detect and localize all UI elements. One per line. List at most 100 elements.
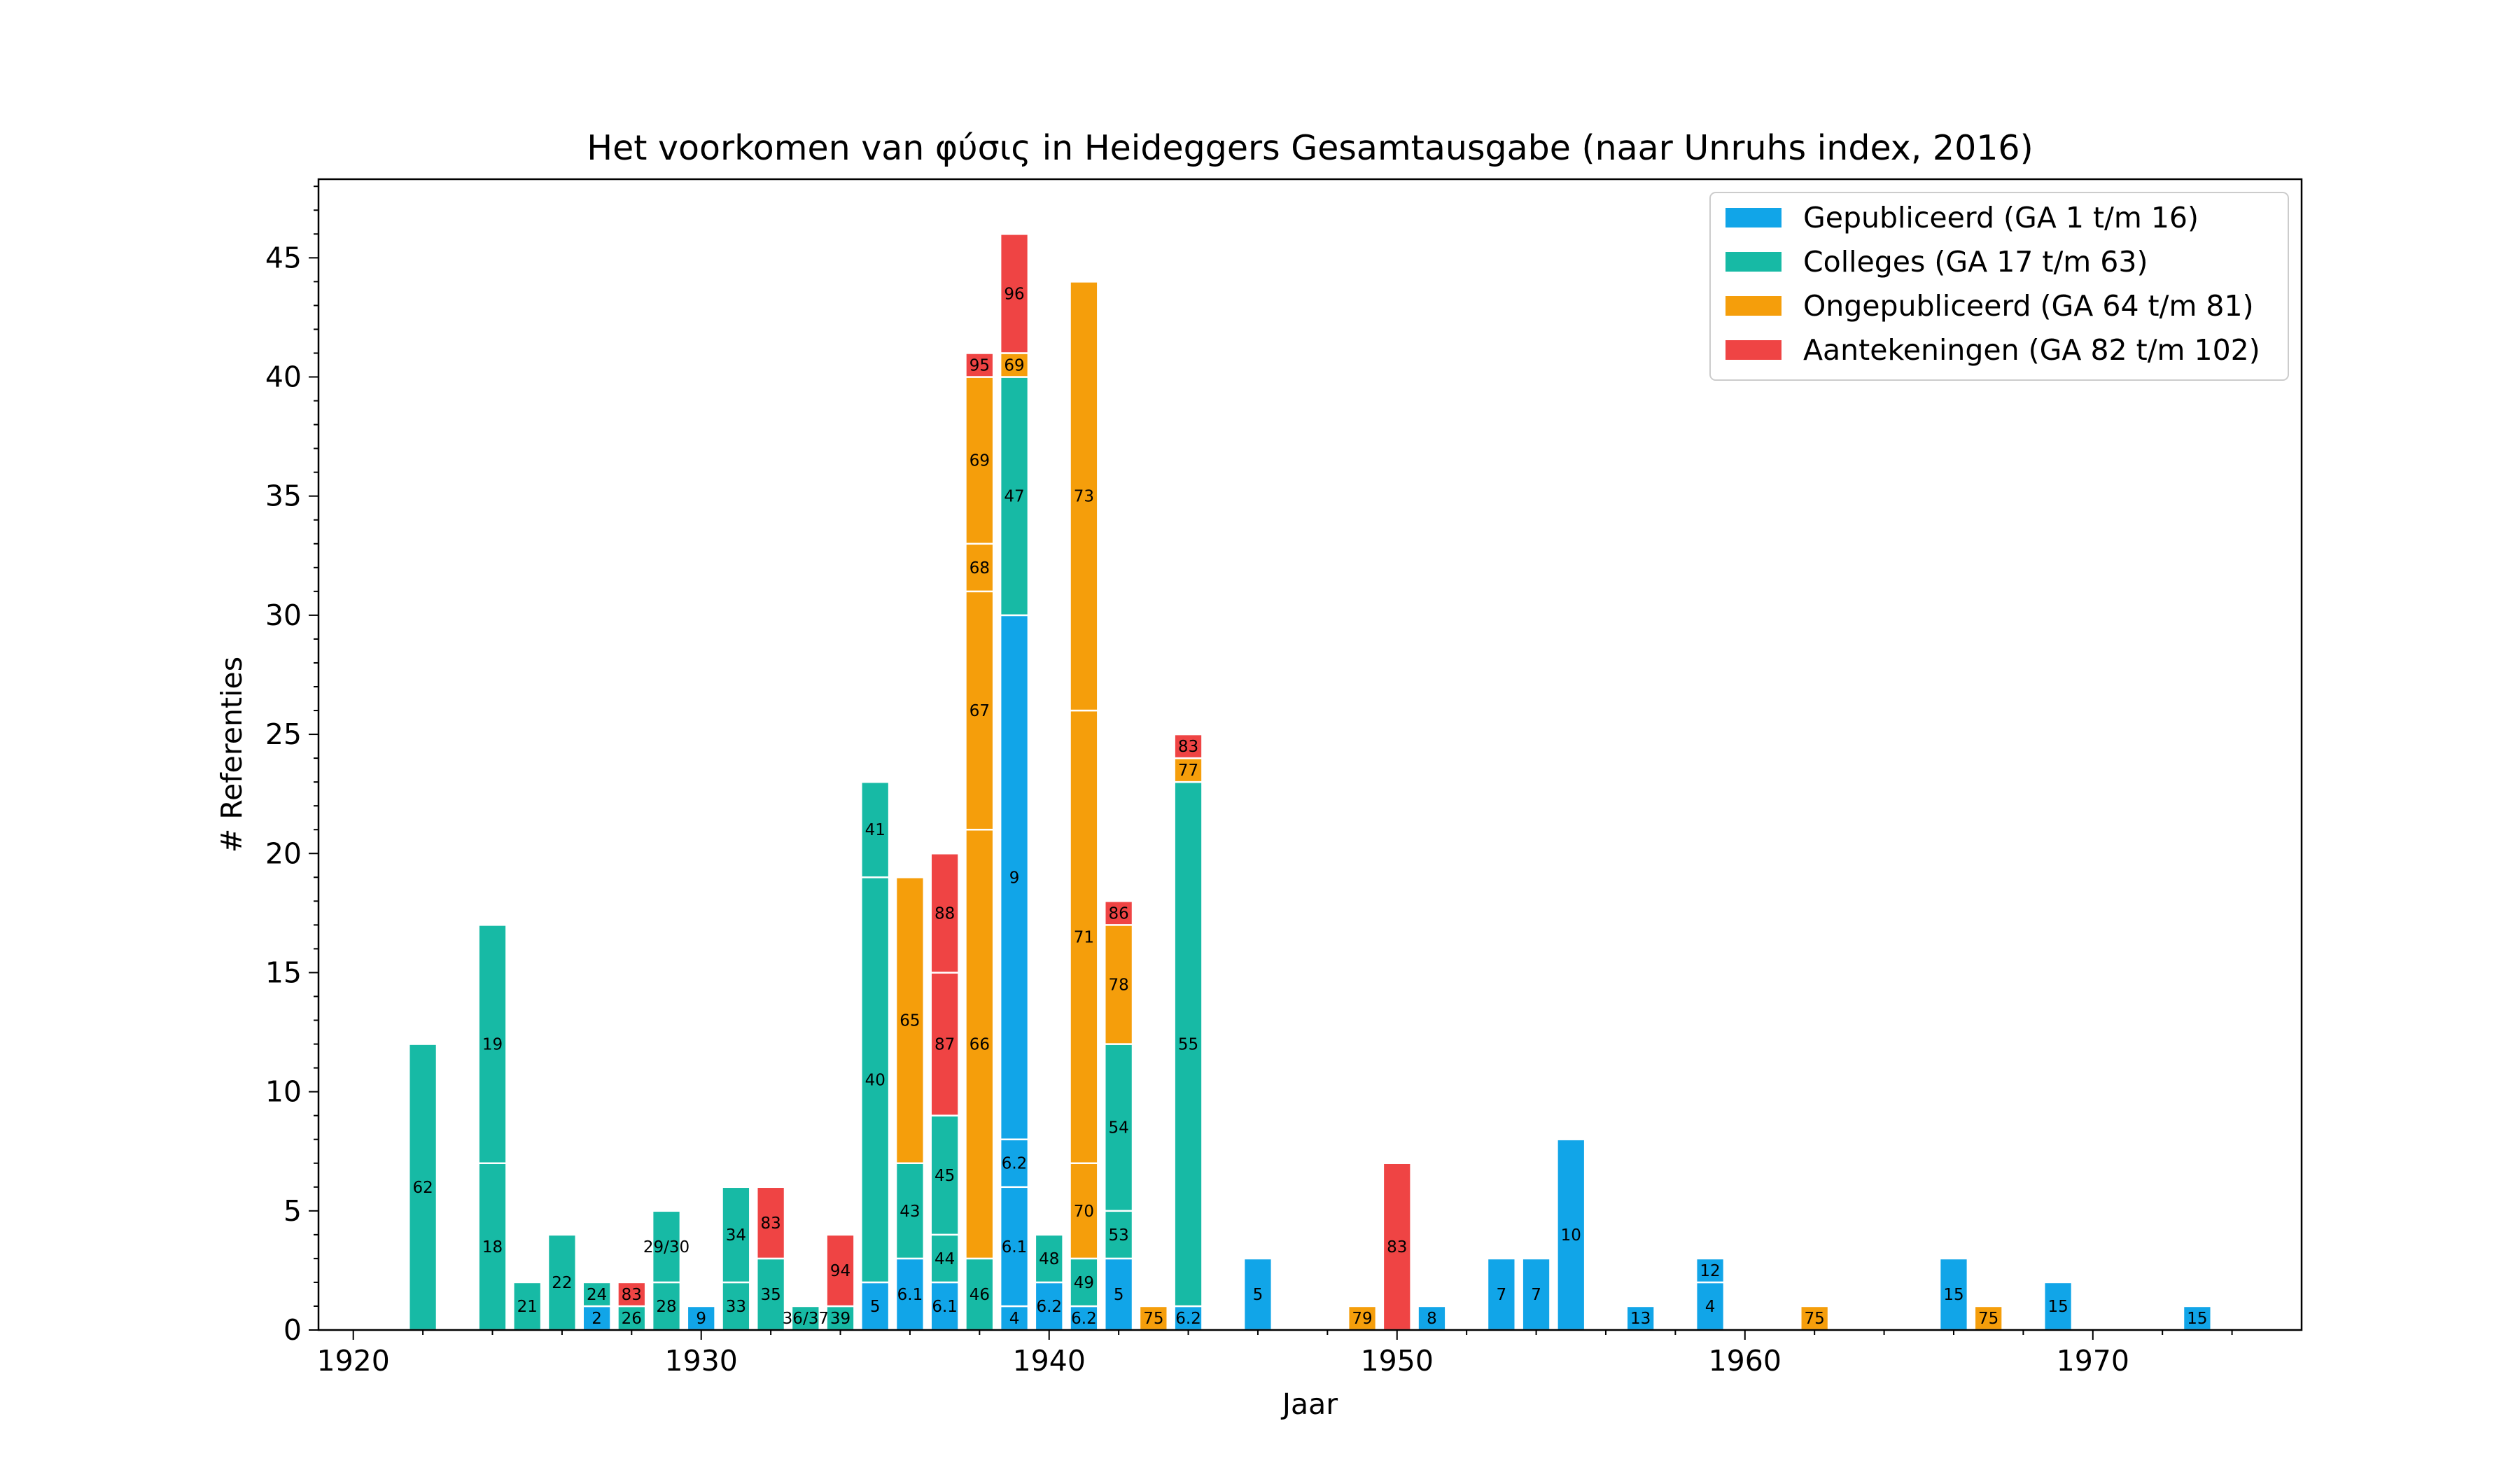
y-axis: 0 5 10 15 20 25 30 35 40 45 <box>265 186 318 1347</box>
segment-label: 6.2 <box>1002 1155 1028 1173</box>
x-tick-label: 1950 <box>1361 1344 1434 1378</box>
bar-1951 <box>1417 1305 1447 1331</box>
segment-label: 36/37 <box>783 1310 829 1328</box>
segment-label: 41 <box>865 821 886 839</box>
y-tick-label: 35 <box>265 479 302 513</box>
segment-label: 75 <box>1805 1310 1825 1328</box>
segment-label: 69 <box>1004 356 1024 374</box>
bar-1941 <box>1069 281 1099 1331</box>
segment-label: 77 <box>1178 762 1198 780</box>
bar-segment <box>965 352 995 378</box>
segment-label: 7 <box>1497 1286 1507 1304</box>
y-tick-label: 40 <box>265 360 302 394</box>
segment-label: 87 <box>934 1036 955 1054</box>
segment-label: 83 <box>760 1214 780 1233</box>
segment-label: 15 <box>1943 1286 1963 1304</box>
bar-segment <box>1417 1305 1447 1331</box>
segment-label: 6.2 <box>1175 1310 1201 1328</box>
bar-segment <box>860 1281 890 1331</box>
bar-segment <box>930 853 960 974</box>
x-axis: 1920 1930 1940 1950 1960 1970 <box>317 1330 2233 1378</box>
bar-segment <box>965 376 995 545</box>
segment-label: 39 <box>830 1310 850 1328</box>
bar-1933 <box>790 1305 820 1331</box>
segment-label: 48 <box>1039 1250 1059 1268</box>
y-tick-label: 5 <box>284 1194 302 1228</box>
segment-label: 46 <box>969 1286 990 1304</box>
segment-label: 13 <box>1630 1310 1651 1328</box>
bar-1931 <box>721 1186 751 1331</box>
bar-1936 <box>895 876 925 1331</box>
segment-label: 21 <box>517 1298 538 1316</box>
segment-label: 19 <box>482 1036 503 1054</box>
segment-label: 35 <box>760 1286 780 1304</box>
y-tick-label: 20 <box>265 836 302 870</box>
segment-label: 47 <box>1004 488 1024 506</box>
bar-segment <box>825 1233 855 1308</box>
segment-label: 75 <box>1978 1310 1998 1328</box>
segment-label: 34 <box>726 1226 746 1245</box>
bar-1944 <box>1173 733 1203 1331</box>
y-tick-label: 45 <box>265 241 302 274</box>
bar-segment <box>930 972 960 1116</box>
segment-label: 54 <box>1108 1119 1128 1138</box>
segment-label: 40 <box>865 1072 886 1090</box>
bar-segment <box>790 1305 820 1331</box>
bar-segment <box>1938 1257 1969 1331</box>
segment-label: 2 <box>592 1310 602 1328</box>
segment-label: 94 <box>830 1262 850 1280</box>
bar-segment <box>999 614 1030 1140</box>
legend-label: Aantekeningen (GA 82 t/m 102) <box>1803 333 2260 367</box>
bar-1953 <box>1486 1257 1516 1331</box>
bar-segment <box>617 1281 647 1308</box>
bar-segment <box>582 1281 612 1308</box>
legend-swatch <box>1726 208 1782 227</box>
segment-label: 44 <box>934 1250 955 1268</box>
segment-label: 83 <box>1178 738 1198 756</box>
segment-label: 8 <box>1427 1310 1437 1328</box>
bar-1935 <box>860 780 890 1331</box>
bar-1928 <box>617 1281 647 1331</box>
segment-label: 33 <box>726 1298 746 1316</box>
segment-label: 88 <box>934 904 955 923</box>
segment-label: 79 <box>1352 1310 1372 1328</box>
bar-segment <box>999 1186 1030 1308</box>
segment-label: 55 <box>1178 1036 1198 1054</box>
bar-segment <box>1069 281 1099 712</box>
bar-1924 <box>477 924 507 1331</box>
segment-label: 45 <box>934 1167 955 1185</box>
segment-label: 78 <box>1108 976 1128 994</box>
x-tick-label: 1960 <box>1709 1344 1782 1378</box>
y-tick-label: 10 <box>265 1075 302 1109</box>
legend: Gepubliceerd (GA 1 t/m 16) Colleges (GA 1… <box>1709 192 2289 381</box>
segment-label: 29/30 <box>643 1238 690 1256</box>
bar-segment <box>755 1257 786 1331</box>
bar-segment <box>1973 1305 2003 1331</box>
bar-1930 <box>686 1305 716 1331</box>
bar-segment <box>999 1138 1030 1189</box>
bar-segment <box>1034 1233 1064 1284</box>
segment-label: 86 <box>1108 904 1128 923</box>
bar-segment <box>965 828 995 1260</box>
segment-label: 75 <box>1143 1310 1163 1328</box>
legend-swatch <box>1726 252 1782 272</box>
segment-label: 6.1 <box>1002 1238 1028 1256</box>
bar-1959 <box>1695 1257 1726 1331</box>
segment-label: 71 <box>1074 928 1094 946</box>
segment-label: 5 <box>1114 1286 1124 1304</box>
bar-segment <box>721 1186 751 1284</box>
segment-label: 24 <box>587 1286 607 1304</box>
bar-1942 <box>1104 900 1134 1331</box>
bar-1943 <box>1138 1305 1168 1331</box>
bar-segment <box>860 780 890 878</box>
x-tick-label: 1970 <box>2057 1344 2129 1378</box>
segment-label: 6.2 <box>1036 1298 1062 1316</box>
legend-label: Colleges (GA 17 t/m 63) <box>1803 245 2148 279</box>
segment-label: 5 <box>870 1298 881 1316</box>
bar-1966 <box>1938 1257 1969 1331</box>
bars-layer <box>407 233 2213 1331</box>
bar-segment <box>930 1114 960 1236</box>
bar-segment <box>755 1186 786 1260</box>
y-axis-title: # Referenties <box>215 657 248 853</box>
segment-label: 68 <box>969 559 990 578</box>
